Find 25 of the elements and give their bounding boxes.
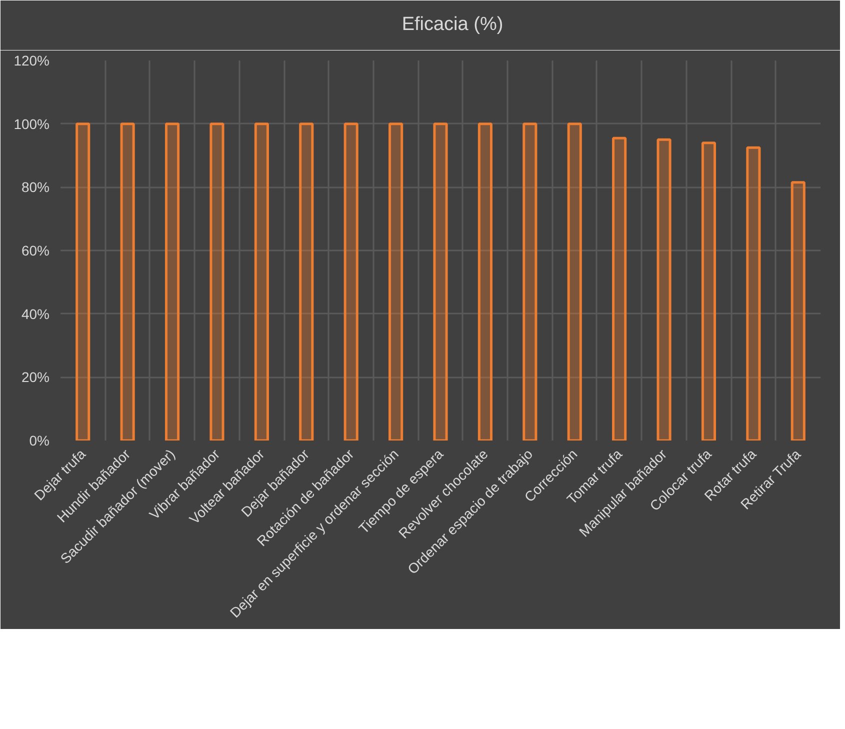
bar: [790, 181, 806, 440]
y-tick-label: 60%: [21, 242, 50, 258]
bar: [76, 122, 90, 440]
bar: [210, 122, 224, 440]
bar: [567, 122, 582, 440]
bar: [388, 122, 404, 440]
bar: [120, 122, 135, 440]
text: Eficacia (%): [402, 14, 504, 36]
bar: [344, 122, 358, 440]
bar: [164, 122, 180, 440]
bar: [522, 122, 538, 440]
bar: [433, 122, 448, 440]
bar: [746, 146, 761, 440]
y-tick-label: 120%: [14, 52, 50, 68]
y-tick-label: 0%: [29, 432, 50, 448]
bar: [299, 122, 314, 440]
y-tick-label: 40%: [21, 306, 50, 322]
bar: [656, 138, 672, 440]
bar: [478, 122, 492, 440]
bar: [612, 136, 627, 440]
bar: [254, 122, 269, 440]
y-tick-label: 100%: [14, 116, 50, 132]
y-tick-label: 80%: [21, 179, 50, 196]
bar: [701, 142, 716, 440]
y-tick-label: 20%: [21, 369, 50, 386]
